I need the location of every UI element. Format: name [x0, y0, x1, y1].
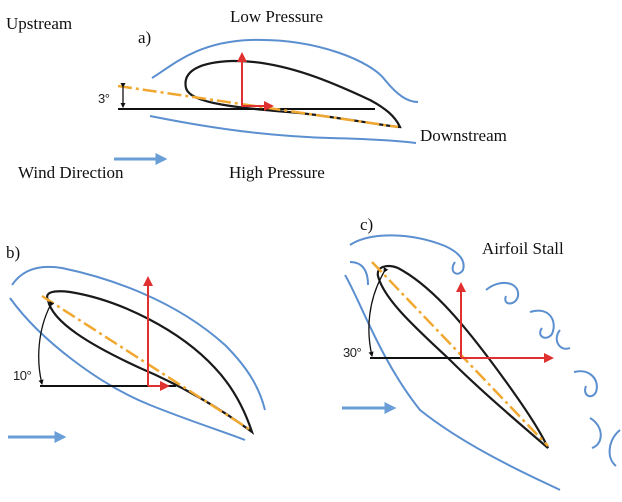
panel-a: Upstream a) Low Pressure Downstream Wind…	[6, 7, 507, 182]
streamline-upper-c	[349, 234, 465, 275]
low-pressure-label: Low Pressure	[230, 7, 323, 26]
airfoil-a	[184, 59, 402, 129]
streamline-lower-c	[344, 274, 561, 491]
chord-line-a	[117, 84, 399, 129]
downstream-label: Downstream	[420, 126, 507, 145]
angle-label-a: 3°	[98, 91, 110, 106]
streamline-lower	[149, 115, 417, 144]
streamline-upper	[151, 38, 419, 103]
high-pressure-label: High Pressure	[229, 163, 325, 182]
airfoil-c	[376, 265, 550, 449]
angle-arc-b	[38, 301, 55, 386]
panel-b: b) 10°	[6, 243, 266, 443]
angle-label-c: 30°	[343, 345, 361, 360]
airfoil-b	[46, 290, 255, 435]
vortex-1	[485, 281, 520, 305]
panel-c-label: c)	[360, 215, 373, 234]
chord-line-b	[41, 294, 253, 433]
upstream-label: Upstream	[6, 14, 72, 33]
panel-c: c) Airfoil Stall 30°	[342, 215, 621, 491]
vortex-4	[589, 417, 602, 449]
panel-a-label: a)	[138, 28, 151, 47]
streamline-upper-left-c	[349, 261, 369, 286]
wind-direction-label: Wind Direction	[18, 163, 124, 182]
streamline-upper-b	[11, 265, 266, 411]
panel-b-label: b)	[6, 243, 20, 262]
vortex-5	[608, 429, 621, 467]
angle-label-b: 10°	[13, 368, 31, 383]
vortex-2	[529, 309, 555, 339]
vortex-3	[573, 370, 598, 398]
streamline-lower-b	[9, 297, 246, 441]
airfoil-stall-label: Airfoil Stall	[482, 239, 564, 258]
angle-arc-c	[368, 267, 389, 358]
vortex-6	[555, 329, 571, 350]
